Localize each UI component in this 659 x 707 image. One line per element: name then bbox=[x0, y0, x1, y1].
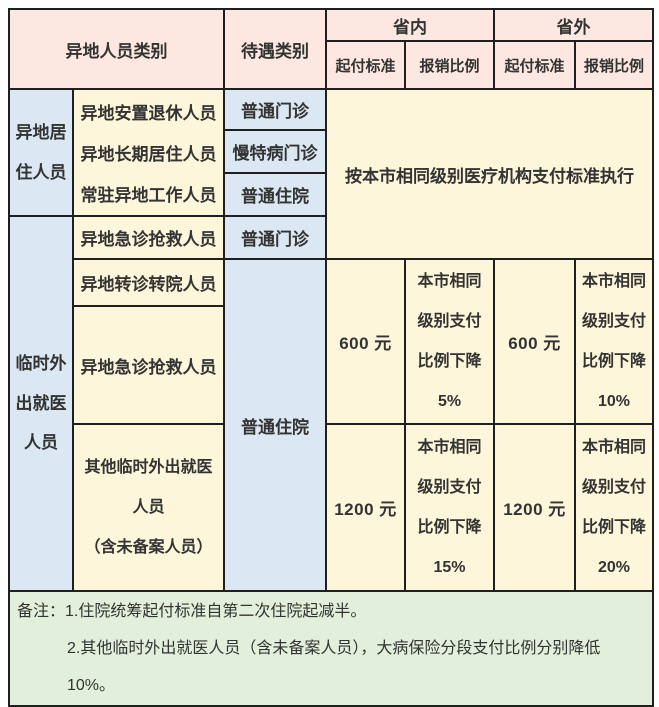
treatment-chronic-special-outpatient: 慢特病门诊 bbox=[223, 129, 327, 174]
treatment-ordinary-hospitalization-temporary: 普通住院 bbox=[223, 258, 327, 592]
treatment-ordinary-outpatient-temporary: 普通门诊 bbox=[223, 215, 327, 260]
out-ratio-down-10: 本市相同 级别支付 比例下降 10% bbox=[574, 258, 654, 425]
benefits-table-container: 异地人员类别 待遇类别 省内 省外 起付标准 报销比例 起付标准 报销比例 异地… bbox=[8, 8, 654, 707]
treatment-ordinary-hospitalization-resident: 普通住院 bbox=[223, 172, 327, 217]
in-ratio-down-5: 本市相同 级别支付 比例下降 5% bbox=[404, 258, 495, 425]
member-emergency-rescue-hospitalization: 异地急诊抢救人员 bbox=[72, 305, 225, 425]
resident-members-cell: 异地安置退休人员 异地长期居住人员 常驻异地工作人员 bbox=[72, 88, 225, 217]
header-out-deductible: 起付标准 bbox=[493, 40, 576, 90]
header-in-province: 省内 bbox=[325, 8, 495, 42]
in-deductible-1200: 1200 元 bbox=[325, 423, 406, 592]
header-in-deductible: 起付标准 bbox=[325, 40, 406, 90]
header-row-subcolumns: 起付标准 报销比例 起付标准 报销比例 bbox=[9, 40, 654, 90]
row-notes: 备注：1.住院统筹起付标准自第二次住院起减半。 2.其他临时外出就医人员（含未备… bbox=[8, 590, 654, 707]
member-long-term-resident: 异地长期居住人员 bbox=[80, 145, 217, 164]
header-out-province: 省外 bbox=[493, 8, 654, 42]
member-stationed-worker: 常驻异地工作人员 bbox=[80, 185, 217, 205]
member-other-unregistered: 其他临时外出就医 人员 （含未备案人员） bbox=[72, 423, 225, 592]
header-row-groups: 异地人员类别 待遇类别 省内 省外 bbox=[8, 8, 654, 90]
group-label-resident: 异地居 住人员 bbox=[8, 88, 74, 217]
header-in-reimbursement: 报销比例 bbox=[404, 40, 495, 90]
member-retired-relocated: 异地安置退休人员 bbox=[80, 104, 217, 124]
row-temporary-referral: 异地转诊转院人员 普通住院 600 元 本市相同 级别支付 比例下降 5% 60… bbox=[9, 258, 654, 592]
row-temporary-other: 其他临时外出就医 人员 （含未备案人员） 1200 元 本市相同 级别支付 比例… bbox=[9, 423, 654, 592]
out-ratio-down-20: 本市相同 级别支付 比例下降 20% bbox=[574, 423, 654, 592]
note-line-1: 备注：1.住院统筹起付标准自第二次住院起减半。 bbox=[17, 603, 367, 620]
notes-cell: 备注：1.住院统筹起付标准自第二次住院起减半。 2.其他临时外出就医人员（含未备… bbox=[8, 590, 654, 707]
treatment-ordinary-outpatient-resident: 普通门诊 bbox=[223, 88, 327, 131]
note-line-2: 2.其他临时外出就医人员（含未备案人员），大病保险分段支付比例分别降低 10%。 bbox=[67, 640, 601, 694]
out-deductible-600: 600 元 bbox=[493, 258, 576, 425]
row-resident-1: 异地居 住人员 异地安置退休人员 异地长期居住人员 常驻异地工作人员 普通门诊 … bbox=[8, 88, 654, 260]
member-referral-transfer: 异地转诊转院人员 bbox=[72, 258, 225, 307]
header-out-reimbursement: 报销比例 bbox=[574, 40, 654, 90]
medical-insurance-benefits-table: 异地人员类别 待遇类别 省内 省外 起付标准 报销比例 起付标准 报销比例 异地… bbox=[8, 8, 654, 707]
header-treatment-category: 待遇类别 bbox=[223, 8, 327, 90]
policy-same-as-local-cell: 按本市相同级别医疗机构支付标准执行 bbox=[325, 88, 654, 260]
row-resident-2: 慢特病门诊 bbox=[9, 129, 653, 174]
row-temporary-emergency-hospitalization: 异地急诊抢救人员 bbox=[9, 305, 653, 425]
group-label-temporary: 临时外 出就医 人员 bbox=[8, 215, 74, 592]
out-deductible-1200: 1200 元 bbox=[493, 423, 576, 592]
row-resident-3: 普通住院 bbox=[9, 172, 653, 217]
member-emergency-rescue-outpatient: 异地急诊抢救人员 bbox=[72, 215, 225, 260]
in-ratio-down-15: 本市相同 级别支付 比例下降 15% bbox=[404, 423, 495, 592]
row-temporary-emergency-outpatient: 临时外 出就医 人员 异地急诊抢救人员 普通门诊 bbox=[8, 215, 653, 592]
in-deductible-600: 600 元 bbox=[325, 258, 406, 425]
header-person-category: 异地人员类别 bbox=[8, 8, 225, 90]
